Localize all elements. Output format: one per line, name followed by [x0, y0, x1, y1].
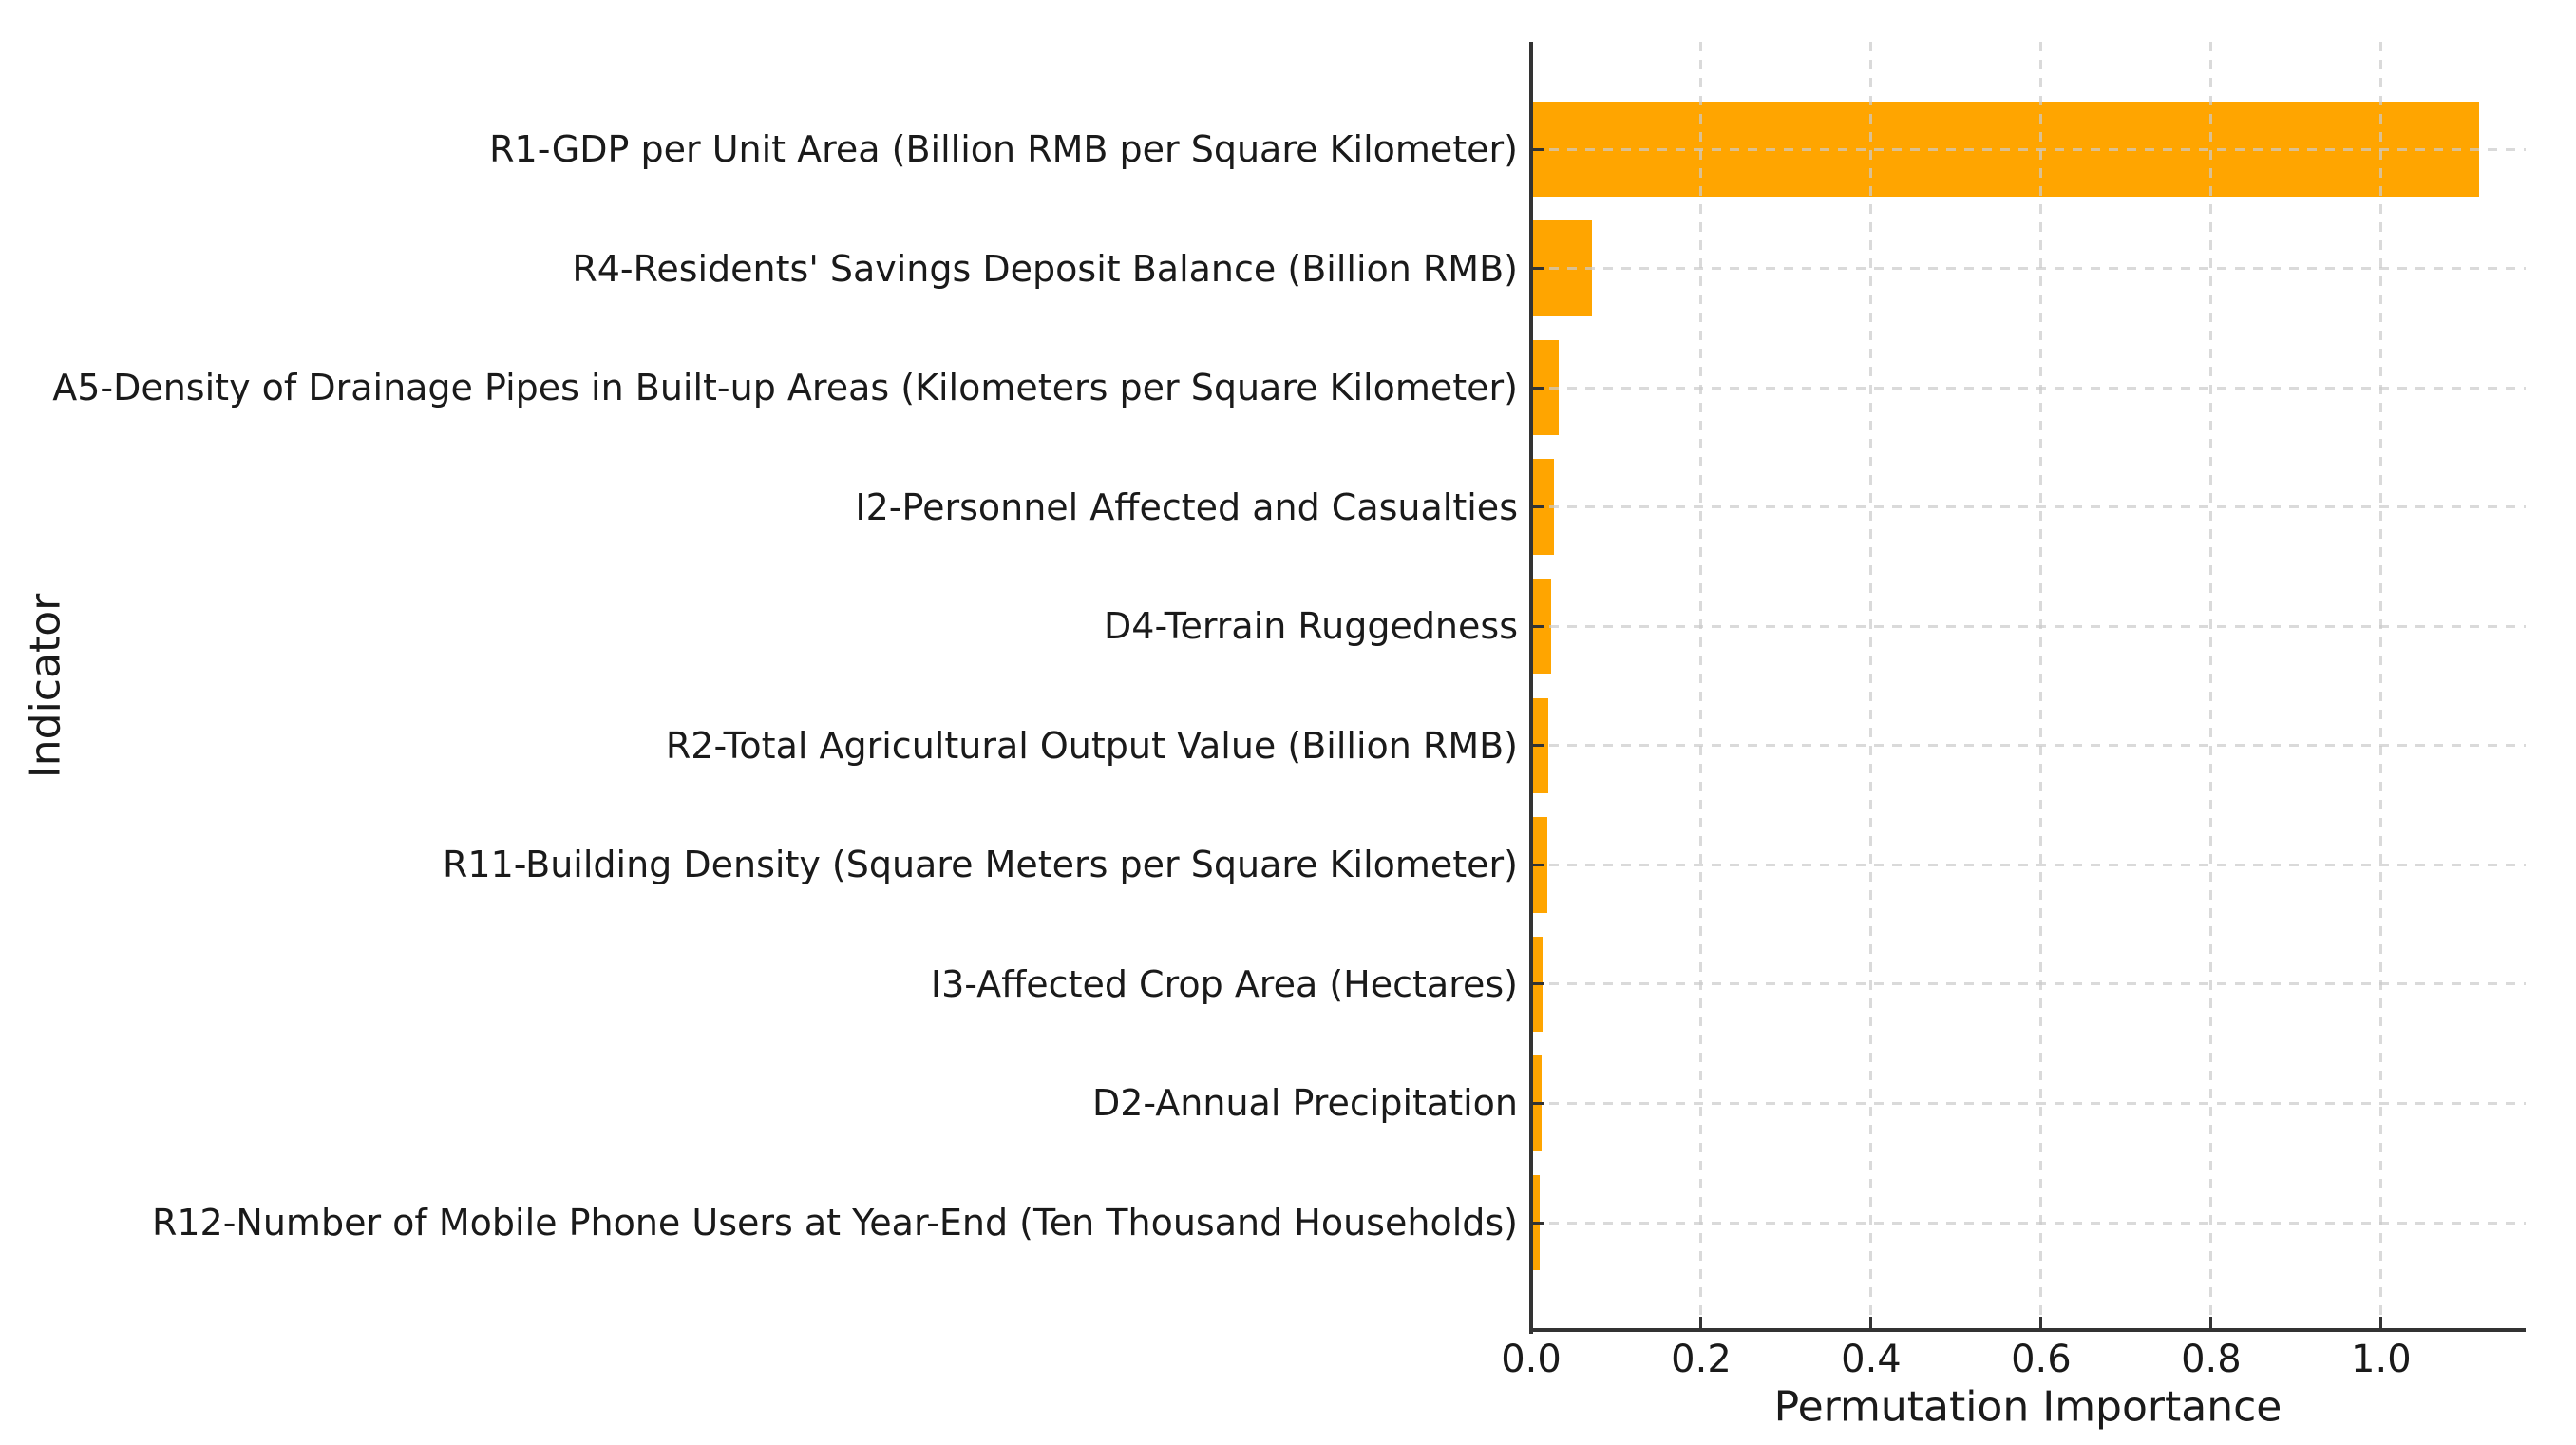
x-tick-label: 0.2	[1671, 1338, 1732, 1381]
y-tick-mark	[1531, 147, 1544, 151]
category-label: R12-Number of Mobile Phone Users at Year…	[151, 1202, 1518, 1244]
category-label: I2-Personnel Affected and Casualties	[855, 485, 1518, 528]
x-tick-mark	[1869, 1317, 1873, 1330]
x-axis-spine	[1529, 1328, 2526, 1332]
plot-area	[1531, 42, 2526, 1330]
category-label: R4-Residents' Savings Deposit Balance (B…	[572, 247, 1518, 290]
x-tick-mark	[2379, 1317, 2383, 1330]
horizontal-gridline	[1531, 982, 2526, 986]
y-tick-mark	[1531, 386, 1544, 390]
y-tick-mark	[1531, 863, 1544, 866]
y-tick-mark	[1531, 505, 1544, 509]
x-tick-label: 0.8	[2181, 1338, 2242, 1381]
horizontal-gridline	[1531, 386, 2526, 390]
horizontal-gridline	[1531, 744, 2526, 748]
horizontal-gridline	[1531, 863, 2526, 866]
vertical-gridline	[2039, 42, 2043, 1330]
vertical-gridline	[1699, 42, 1703, 1330]
category-label: I3-Affected Crop Area (Hectares)	[930, 962, 1518, 1005]
y-tick-mark	[1531, 744, 1544, 748]
y-tick-mark	[1531, 982, 1544, 986]
x-tick-label: 0.6	[2011, 1338, 2072, 1381]
category-label: R11-Building Density (Square Meters per …	[443, 844, 1518, 886]
x-axis-title: Permutation Importance	[1773, 1382, 2282, 1432]
horizontal-gridline	[1531, 1221, 2526, 1225]
x-tick-label: 0.0	[1501, 1338, 1562, 1381]
category-label: R1-GDP per Unit Area (Billion RMB per Sq…	[489, 128, 1518, 170]
x-tick-mark	[2209, 1317, 2213, 1330]
vertical-gridline	[2379, 42, 2383, 1330]
y-tick-mark	[1531, 1221, 1544, 1225]
horizontal-gridline	[1531, 505, 2526, 509]
x-tick-mark	[1699, 1317, 1703, 1330]
y-axis-title: Indicator	[21, 593, 70, 779]
category-label: D2-Annual Precipitation	[1091, 1082, 1518, 1125]
category-label: R2-Total Agricultural Output Value (Bill…	[665, 724, 1518, 767]
y-tick-mark	[1531, 267, 1544, 271]
x-tick-mark	[1529, 1317, 1533, 1330]
y-tick-mark	[1531, 624, 1544, 628]
horizontal-gridline	[1531, 1101, 2526, 1105]
x-tick-mark	[2039, 1317, 2043, 1330]
y-tick-mark	[1531, 1101, 1544, 1105]
category-label: D4-Terrain Ruggedness	[1104, 605, 1518, 648]
horizontal-gridline	[1531, 147, 2526, 151]
vertical-gridline	[1869, 42, 1873, 1330]
x-tick-label: 1.0	[2351, 1338, 2412, 1381]
horizontal-gridline	[1531, 624, 2526, 628]
category-label: A5-Density of Drainage Pipes in Built-up…	[52, 367, 1518, 409]
vertical-gridline	[2209, 42, 2213, 1330]
x-tick-label: 0.4	[1841, 1338, 1902, 1381]
y-axis-spine	[1529, 42, 1533, 1334]
horizontal-gridline	[1531, 267, 2526, 271]
